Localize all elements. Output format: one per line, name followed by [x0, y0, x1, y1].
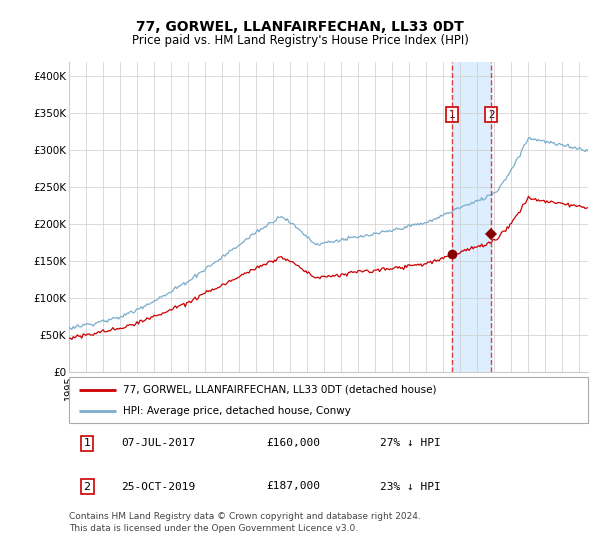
Text: 77, GORWEL, LLANFAIRFECHAN, LL33 0DT (detached house): 77, GORWEL, LLANFAIRFECHAN, LL33 0DT (de…: [124, 385, 437, 395]
Text: 1: 1: [449, 110, 455, 120]
FancyBboxPatch shape: [69, 377, 588, 423]
Text: 25-OCT-2019: 25-OCT-2019: [121, 482, 195, 492]
Text: £160,000: £160,000: [266, 438, 320, 449]
Text: Contains HM Land Registry data © Crown copyright and database right 2024.
This d: Contains HM Land Registry data © Crown c…: [69, 512, 421, 533]
Text: 2: 2: [488, 110, 494, 120]
Text: 77, GORWEL, LLANFAIRFECHAN, LL33 0DT: 77, GORWEL, LLANFAIRFECHAN, LL33 0DT: [136, 20, 464, 34]
Text: 23% ↓ HPI: 23% ↓ HPI: [380, 482, 441, 492]
Text: 2: 2: [83, 482, 91, 492]
Text: 27% ↓ HPI: 27% ↓ HPI: [380, 438, 441, 449]
Text: 07-JUL-2017: 07-JUL-2017: [121, 438, 195, 449]
Text: £187,000: £187,000: [266, 482, 320, 492]
Text: 1: 1: [83, 438, 91, 449]
Text: HPI: Average price, detached house, Conwy: HPI: Average price, detached house, Conw…: [124, 407, 352, 416]
Bar: [452, 62, 491, 372]
Text: Price paid vs. HM Land Registry's House Price Index (HPI): Price paid vs. HM Land Registry's House …: [131, 34, 469, 46]
